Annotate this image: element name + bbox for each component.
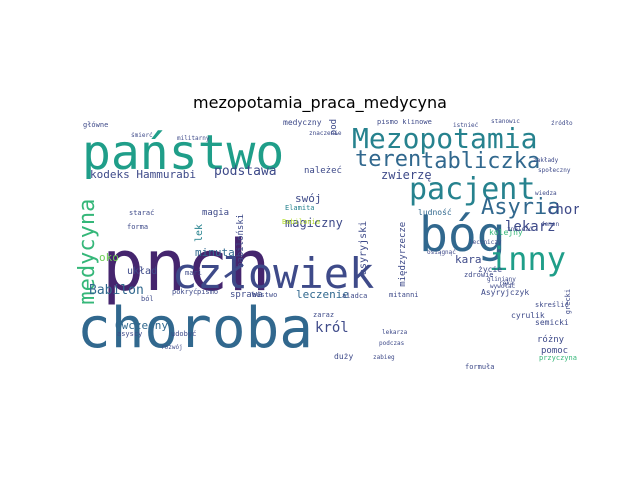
word-67: zdrowie bbox=[464, 271, 494, 279]
word-23: Ówczesny bbox=[115, 319, 168, 332]
word-31: Babilonia bbox=[282, 218, 320, 226]
word-58: forma bbox=[127, 223, 149, 231]
word-9: teren bbox=[355, 147, 422, 172]
word-41: asyryjski bbox=[358, 220, 369, 275]
word-63: pismo bbox=[197, 288, 219, 296]
word-30: Elamita bbox=[285, 204, 315, 212]
word-43: sprawa bbox=[230, 290, 263, 300]
word-5: Mezopotamia bbox=[352, 122, 538, 155]
word-14: zwierzę bbox=[381, 168, 432, 182]
word-21: oko bbox=[99, 251, 119, 264]
word-62: pokryć bbox=[172, 288, 198, 296]
word-17: Babilon bbox=[89, 283, 144, 298]
word-51: duży bbox=[334, 352, 354, 361]
word-26: magia bbox=[202, 208, 230, 218]
word-55: formuła bbox=[465, 363, 495, 371]
word-52: aladca bbox=[342, 292, 368, 300]
word-28: należeć bbox=[304, 166, 342, 176]
word-24: układ bbox=[127, 266, 158, 277]
word-10: Asyria bbox=[481, 195, 561, 220]
word-19: minuta bbox=[195, 246, 235, 259]
word-69: wywołać bbox=[490, 283, 516, 290]
word-59: starać bbox=[129, 209, 155, 217]
word-50: mitanni bbox=[389, 291, 419, 299]
word-6: pacjent bbox=[409, 172, 536, 207]
word-77: społeczny bbox=[538, 167, 571, 174]
word-cloud: pnch choroba państwo człowiek bóg Mezopotamia… bbox=[77, 119, 579, 370]
word-81: pod bbox=[329, 119, 339, 136]
word-85: leczniczy bbox=[469, 239, 502, 246]
word-32: życie bbox=[478, 265, 503, 274]
word-72: militarny bbox=[177, 135, 210, 142]
word-25: swój bbox=[295, 192, 322, 205]
word-56: skreślić bbox=[535, 301, 569, 309]
word-33: kolejny bbox=[489, 228, 523, 237]
word-79: znaleźć bbox=[507, 226, 533, 233]
word-68: gliniany bbox=[487, 276, 516, 283]
word-38: semicki bbox=[535, 318, 569, 327]
word-70: istnieć bbox=[453, 122, 479, 129]
word-83: lekarza bbox=[382, 329, 408, 336]
word-47: źródło bbox=[551, 120, 573, 127]
word-22: kara bbox=[455, 253, 482, 266]
word-49: bóstwo bbox=[252, 291, 278, 299]
word-61: ból bbox=[141, 295, 154, 303]
word-57: ręka bbox=[499, 280, 514, 287]
word-18: król bbox=[315, 320, 349, 336]
word-13: kodeks Hammurabi bbox=[90, 168, 196, 181]
word-84: zabieg bbox=[373, 354, 395, 361]
word-66: rozwój bbox=[161, 344, 183, 351]
word-54: przyczyna bbox=[539, 354, 577, 362]
word-20: magiczny bbox=[285, 216, 343, 230]
word-64: asyscy bbox=[117, 330, 143, 338]
figure-title: mezopotamia_praca_medycyna bbox=[193, 93, 447, 112]
word-60: mari bbox=[185, 269, 202, 277]
word-4: bóg bbox=[419, 207, 506, 263]
word-37: cyrulik bbox=[511, 311, 545, 320]
word-36: pomoc bbox=[541, 346, 569, 356]
word-45: medyczny bbox=[283, 119, 322, 127]
word-7: inny bbox=[489, 240, 567, 278]
word-76: zakłady bbox=[533, 157, 559, 164]
word-74: osiągnąć bbox=[427, 249, 456, 256]
word-46: stanowić bbox=[491, 119, 520, 125]
word-48: zaraz bbox=[313, 311, 335, 319]
word-65: udobyć bbox=[171, 330, 197, 338]
word-0: pnch bbox=[102, 225, 271, 307]
word-82: podczas bbox=[379, 340, 405, 347]
word-80: pismo klinowe bbox=[377, 119, 432, 126]
word-44: główne bbox=[83, 121, 109, 129]
word-40: babiloński bbox=[236, 213, 246, 268]
word-29: leczenie bbox=[296, 288, 349, 301]
word-2: państwo bbox=[82, 125, 285, 181]
word-12: podstawa bbox=[214, 164, 277, 179]
word-16: lekarz bbox=[505, 219, 556, 235]
word-42: międzyrzecze bbox=[398, 221, 408, 287]
word-75: wiedza bbox=[535, 190, 557, 197]
word-1: choroba bbox=[77, 296, 314, 361]
word-73: śmierć bbox=[131, 132, 153, 139]
word-34: ludność bbox=[418, 208, 452, 217]
word-3: człowiek bbox=[172, 249, 375, 298]
word-35: różny bbox=[537, 335, 565, 345]
word-8: tabliczka bbox=[421, 149, 541, 174]
word-39: Asyryjczyk bbox=[481, 288, 530, 297]
word-78: demon bbox=[541, 221, 560, 228]
word-15: chory bbox=[547, 202, 579, 218]
word-27: lek bbox=[194, 223, 205, 242]
word-71: znaczenie bbox=[309, 130, 342, 137]
